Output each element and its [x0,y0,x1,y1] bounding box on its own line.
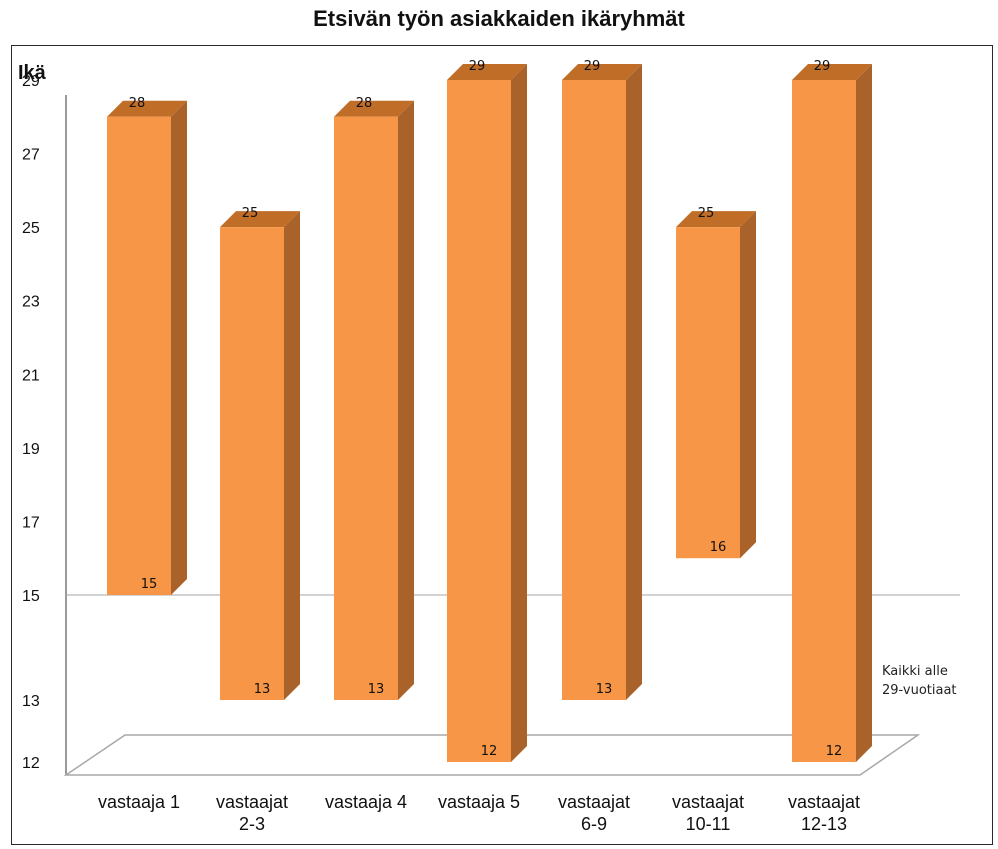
x-tick-line: 2-3 [239,814,265,834]
bar [562,80,626,700]
bar [107,116,171,596]
bar-top [447,64,527,80]
bar-max-label: 29 [814,59,831,74]
y-tick-label: 13 [22,693,40,710]
x-tick-line: vastaajat [216,792,288,812]
bar-min-label: 16 [710,540,727,555]
bar-top [562,64,642,80]
bar-max-label: 28 [129,96,146,111]
x-tick-label: vastaajat 10-11 [672,792,744,834]
y-tick-label: 17 [22,514,40,531]
bar-side [740,211,756,559]
bar [220,227,284,700]
bar-max-label: 25 [242,206,259,221]
bar-side [626,64,642,700]
bar [792,80,856,762]
bar-side [171,100,187,596]
note-line-2: 29-vuotiaat [882,683,957,698]
bar-top [107,100,187,117]
x-tick-line: vastaajat [558,792,630,812]
y-tick-label: 19 [22,441,40,458]
bar-top [792,64,872,80]
x-tick-line: vastaajat [788,792,860,812]
note-line-1: Kaikki alle [882,664,948,679]
bar-side [398,100,414,701]
bar-top [334,100,414,117]
y-tick-label: 29 [22,73,40,90]
bar-side [284,211,300,700]
x-tick-label: vastaajat 6-9 [558,792,630,834]
bar-max-label: 28 [356,96,373,111]
y-tick-label: 25 [22,220,40,237]
note-text: Kaikki alle 29-vuotiaat [882,662,957,700]
bar-side [511,64,527,762]
bar-min-label: 13 [368,682,385,697]
bar-top [220,211,300,228]
y-tick-label: 27 [22,147,40,164]
y-tick-label: 15 [22,588,40,605]
bar-min-label: 13 [596,682,613,697]
x-tick-line: vastaajat [672,792,744,812]
y-tick-label: 12 [22,755,40,772]
x-tick-label: vastaaja 5 [438,792,520,812]
x-tick-label: vastaajat 2-3 [216,792,288,834]
bar-min-label: 12 [481,744,498,759]
bar-min-label: 12 [826,744,843,759]
bar-min-label: 13 [254,682,271,697]
bar-side [856,64,872,762]
bar-top [676,211,756,228]
x-tick-label: vastaajat 12-13 [788,792,860,834]
bar [334,116,398,701]
bar-min-label: 15 [141,577,158,592]
y-tick-label: 21 [22,367,40,384]
chart-floor [63,734,921,776]
x-tick-line: vastaaja 1 [98,792,180,812]
bar [676,227,740,559]
y-tick-label: 23 [22,294,40,311]
bar [447,80,511,762]
x-tick-line: vastaaja 5 [438,792,520,812]
x-tick-line: vastaaja 4 [325,792,407,812]
bar-max-label: 29 [584,59,601,74]
chart-frame [11,45,993,845]
y-axis-label: Ikä [18,62,47,84]
x-tick-label: vastaaja 1 [98,792,180,812]
x-tick-line: 6-9 [581,814,607,834]
x-tick-line: 12-13 [801,814,847,834]
chart-title: Etsivän työn asiakkaiden ikäryhmät [313,6,685,31]
bar-max-label: 29 [469,59,486,74]
x-tick-label: vastaaja 4 [325,792,407,812]
x-tick-line: 10-11 [686,814,731,834]
bar-max-label: 25 [698,206,715,221]
